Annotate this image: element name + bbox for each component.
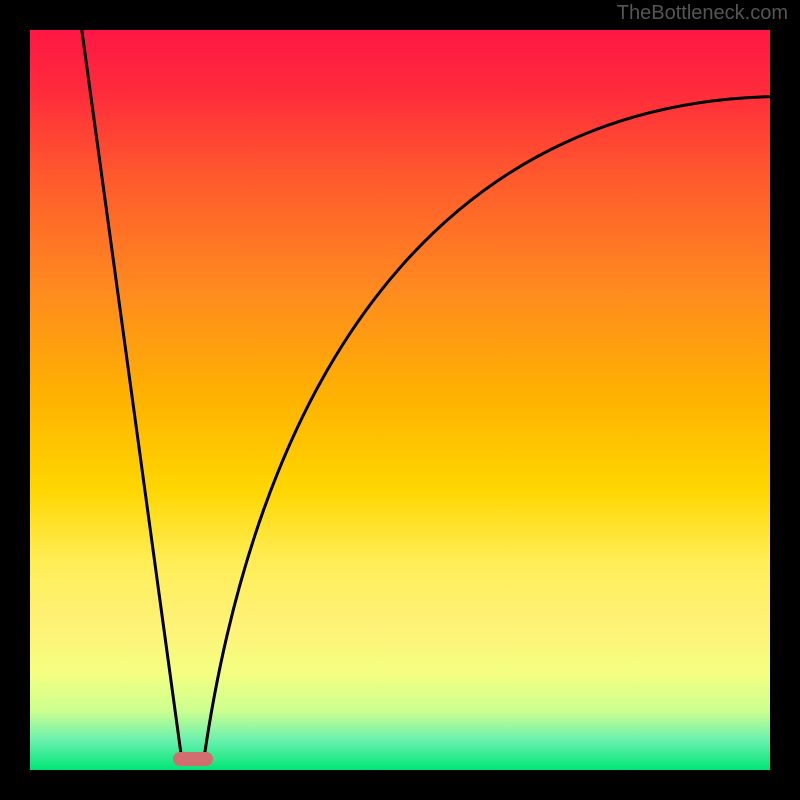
curve-overlay [30,30,770,770]
chart-container: TheBottleneck.com [0,0,800,800]
curve-right-arc [204,97,770,759]
curve-left-line [82,30,182,759]
bottleneck-marker [173,752,213,766]
plot-area [30,30,770,770]
watermark-text: TheBottleneck.com [617,2,788,25]
